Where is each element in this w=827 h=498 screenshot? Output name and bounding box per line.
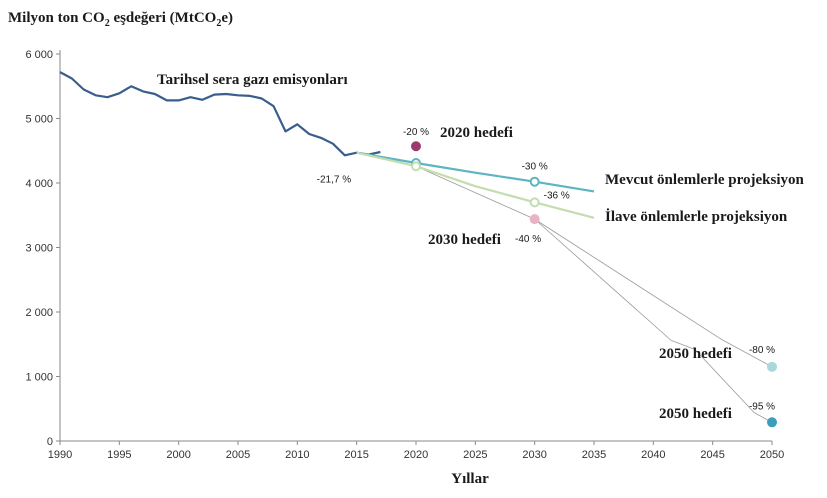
projection-point-marker [411,161,421,172]
projection-point-marker [529,197,540,208]
target-connector-line [415,165,535,220]
y-tick-label: 5 000 [25,114,53,126]
series-label-current-measures: Mevcut önlemlerle projeksiyon [605,172,805,188]
y-tick-label: 0 [47,436,53,448]
axes: 0 1 000 2 000 3 000 4 000 5 000 6 000 1990 1995 2… [25,49,784,461]
target-name-label: 2050 hedefi [659,346,732,362]
series-label-additional-measures: İlave önlemlerle projeksiyon [605,208,788,225]
series-line [59,71,381,157]
point-value-label: -36 % [544,190,570,201]
series-line [356,151,595,219]
x-tick-label: 2025 [463,449,487,461]
target-point [767,361,777,372]
point-value-label: -30 % [522,162,548,173]
x-tick-label: 2050 [760,449,784,461]
target-point [767,417,777,428]
y-tick-label: 2 000 [25,307,53,319]
x-tick-label: 2010 [285,449,309,461]
target-connector-line [534,218,672,341]
target-point [411,141,421,152]
series-line [356,151,595,193]
target-connector-line [670,340,696,350]
series-lines [59,71,595,219]
x-tick-label: 2015 [344,449,368,461]
target-connectors [415,165,773,423]
target-name-label: 2020 hedefi [440,125,513,141]
x-tick-label: 2020 [404,449,428,461]
x-tick-label: 2035 [582,449,606,461]
x-tick-label: 2030 [522,449,546,461]
target-name-label: 2050 hedefi [659,406,732,422]
target-pct-label: -80 % [749,345,775,356]
x-tick-label: 2000 [166,449,190,461]
target-name-label: 2030 hedefi [428,232,501,248]
chart-title: Milyon ton CO2 eşdeğeri (MtCO2e) [8,10,233,29]
x-tick-label: 2040 [641,449,665,461]
target-pct-label: -95 % [749,401,775,412]
point-value-label: -21,7 % [317,175,352,186]
x-axis-label: Yıllar [451,471,489,487]
target-connector-line [720,338,773,368]
target-connector-line [534,218,722,340]
x-tick-label: 1990 [48,449,72,461]
chart-labels: Tarihsel sera gazı emisyonları Mevcut önl… [157,72,805,422]
y-tick-label: 6 000 [25,49,53,61]
y-tick-label: 3 000 [25,243,53,255]
x-tick-label: 2005 [226,449,250,461]
projection-point-marker [529,176,540,187]
target-connector-line [694,349,755,413]
x-tick-label: 1995 [107,449,131,461]
series-label-historical: Tarihsel sera gazı emisyonları [157,72,348,88]
x-tick-label: 2045 [700,449,724,461]
markers [411,141,777,428]
y-tick-label: 4 000 [25,178,53,190]
target-point [529,214,540,225]
target-pct-label: -20 % [403,127,429,138]
y-tick-label: 1 000 [25,372,53,384]
target-pct-label: -40 % [515,234,541,245]
